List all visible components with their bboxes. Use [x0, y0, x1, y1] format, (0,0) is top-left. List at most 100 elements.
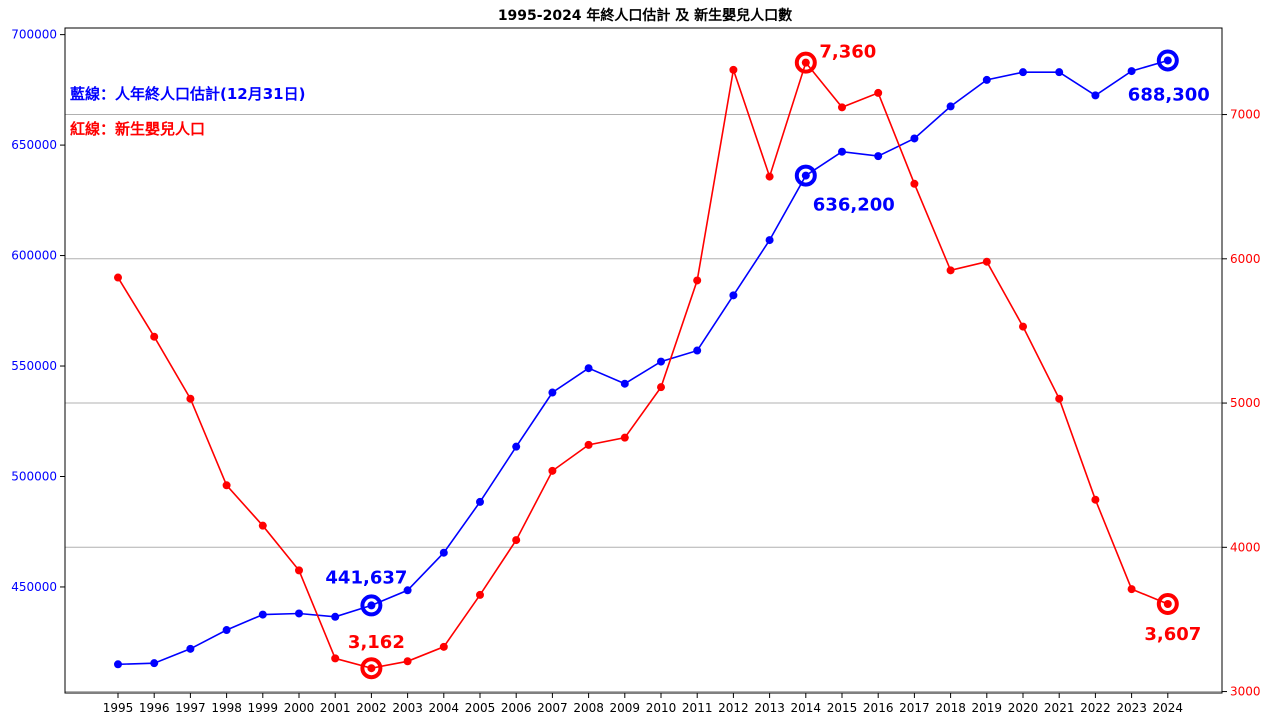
annotation-label-4: 7,360	[819, 42, 876, 63]
legend-blue-line: 藍線：人年終人口估計(12月31日)	[70, 85, 305, 103]
left-tick-label-0: 450000	[11, 580, 57, 594]
x-tick-label-0: 1995	[103, 701, 134, 715]
series-0-point-24	[982, 75, 991, 84]
series-0-point-3	[222, 626, 231, 635]
series-0-point-26	[1055, 68, 1064, 77]
x-tick-label-14: 2009	[610, 701, 641, 715]
series-0-point-25	[1019, 68, 1027, 77]
series-0-point-13	[584, 364, 593, 373]
right-tick-label-3: 6000	[1230, 252, 1261, 266]
series-0-point-28	[1127, 67, 1136, 76]
series-0-point-0	[114, 660, 122, 669]
series-1-point-28	[1127, 585, 1136, 594]
x-tick-label-21: 2016	[863, 701, 894, 715]
series-0-point-16	[693, 346, 702, 355]
x-tick-label-9: 2004	[429, 701, 460, 715]
highlight-ring-3	[360, 657, 383, 680]
series-0-point-29	[1163, 56, 1172, 65]
series-1-point-19	[801, 58, 810, 67]
series-1-point-3	[222, 481, 231, 490]
left-tick-label-5: 700000	[11, 28, 57, 42]
series-0-point-22	[910, 134, 919, 143]
x-tick-label-29: 2024	[1153, 701, 1184, 715]
left-tick-label-1: 500000	[11, 469, 57, 483]
series-points	[114, 56, 1172, 673]
series-1-point-27	[1091, 495, 1100, 504]
series-1-point-18	[765, 172, 774, 181]
series-0-point-12	[548, 388, 557, 397]
x-tick-label-6: 2001	[320, 701, 351, 715]
series-1-point-1	[150, 332, 159, 341]
x-tick-label-23: 2018	[935, 701, 966, 715]
series-0-point-6	[331, 612, 340, 621]
x-tick-label-19: 2014	[791, 701, 822, 715]
series-0-point-19	[801, 171, 810, 180]
plot-frame	[64, 27, 1223, 694]
series-0-point-2	[186, 644, 195, 653]
series-0-point-7	[367, 601, 376, 610]
x-tick-label-24: 2019	[972, 701, 1003, 715]
series-line-0	[117, 59, 1169, 666]
legend-red-line: 紅線：新生嬰兒人口	[70, 120, 205, 138]
x-tick-label-1: 1996	[139, 701, 170, 715]
series-1-point-23	[946, 266, 955, 275]
grid-lines	[65, 114, 1222, 693]
series-1-point-11	[512, 536, 521, 545]
series-0-point-11	[512, 442, 521, 451]
highlight-ring-1	[794, 164, 817, 187]
series-0-point-15	[657, 357, 665, 366]
chart-title: 1995-2024 年終人口估計 及 新生嬰兒人口數	[498, 7, 792, 24]
x-tick-label-17: 2012	[718, 701, 749, 715]
x-tick-label-16: 2011	[682, 701, 713, 715]
x-tick-label-12: 2007	[537, 701, 568, 715]
x-tick-label-8: 2003	[392, 701, 423, 715]
series-1-point-20	[838, 103, 846, 112]
series-1-point-4	[258, 521, 267, 530]
series-1-point-29	[1163, 599, 1172, 608]
x-tick-label-13: 2008	[573, 701, 604, 715]
annotation-label-1: 636,200	[813, 195, 895, 216]
series-0-point-1	[150, 659, 159, 668]
x-tick-label-28: 2023	[1116, 701, 1147, 715]
x-tick-label-15: 2010	[646, 701, 677, 715]
series-0-point-21	[874, 152, 883, 161]
highlight-ring-4	[794, 51, 817, 74]
x-tick-label-27: 2022	[1080, 701, 1111, 715]
series-0-point-4	[258, 610, 267, 619]
series-0-point-17	[729, 291, 738, 300]
series-0-point-23	[946, 102, 955, 111]
series-1-point-25	[1019, 322, 1027, 331]
right-tick-label-2: 5000	[1230, 396, 1261, 410]
x-tick-label-2: 1997	[175, 701, 206, 715]
annotation-label-0: 441,637	[325, 567, 407, 588]
annotation-label-5: 3,607	[1144, 624, 1201, 645]
axes: 450000 500000 550000 600000 650000 700000 3000…	[11, 27, 1261, 715]
x-tick-label-5: 2000	[284, 701, 315, 715]
series-1-point-10	[476, 590, 484, 599]
series-1-point-8	[403, 657, 412, 666]
series-1-point-26	[1055, 394, 1064, 403]
x-tick-label-25: 2020	[1008, 701, 1039, 715]
series-0-point-18	[765, 236, 774, 245]
x-tick-label-10: 2005	[465, 701, 496, 715]
series-1-point-17	[729, 65, 738, 74]
x-tick-label-7: 2002	[356, 701, 387, 715]
series-1-point-5	[295, 566, 303, 575]
series-1-point-24	[982, 257, 991, 266]
series-0-point-14	[620, 379, 629, 388]
series-1-point-15	[657, 383, 665, 392]
series-1-point-7	[367, 664, 376, 673]
highlight-ring-2	[1156, 49, 1179, 72]
x-tick-label-4: 1999	[248, 701, 279, 715]
annotation-label-2: 688,300	[1128, 84, 1210, 105]
x-tick-label-26: 2021	[1044, 701, 1075, 715]
series-0-point-20	[838, 147, 846, 156]
series-0-point-27	[1091, 91, 1100, 100]
series-0-point-8	[403, 586, 412, 595]
x-tick-label-11: 2006	[501, 701, 532, 715]
series-1-point-13	[584, 440, 593, 449]
series-1-point-16	[693, 276, 702, 285]
x-tick-label-20: 2015	[827, 701, 858, 715]
series-1-point-14	[620, 433, 629, 442]
